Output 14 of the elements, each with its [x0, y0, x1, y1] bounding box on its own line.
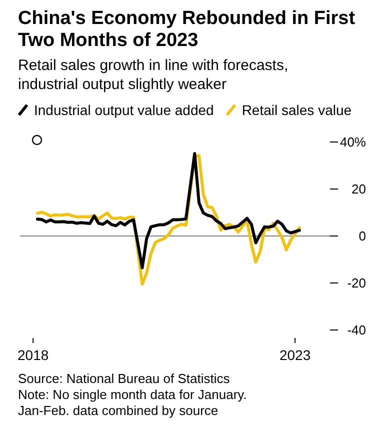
x-tick-label: 2023: [279, 347, 311, 363]
source-note: Source: National Bureau of Statistics: [18, 371, 230, 386]
legend-label: Retail sales value: [242, 102, 352, 118]
legend-label: Industrial output value added: [34, 102, 214, 118]
text: Jan-Feb. data combined by source: [18, 403, 218, 418]
chart-subtitle: Retail sales growth in line with forecasts, industrial output slightly weaker: [18, 57, 288, 93]
y-tick-label: -20: [347, 276, 366, 291]
chart-title: China's Economy Rebounded in First Two Months of 2023: [18, 8, 356, 51]
y-tick-label: 20: [352, 182, 366, 197]
y-tick-label: 40%: [340, 134, 366, 150]
text: Note: No single month data for January.: [18, 387, 247, 402]
y-tick-label: 0: [358, 228, 366, 244]
y-tick-label: -40: [347, 322, 366, 338]
x-tick-label: 2018: [18, 347, 49, 363]
